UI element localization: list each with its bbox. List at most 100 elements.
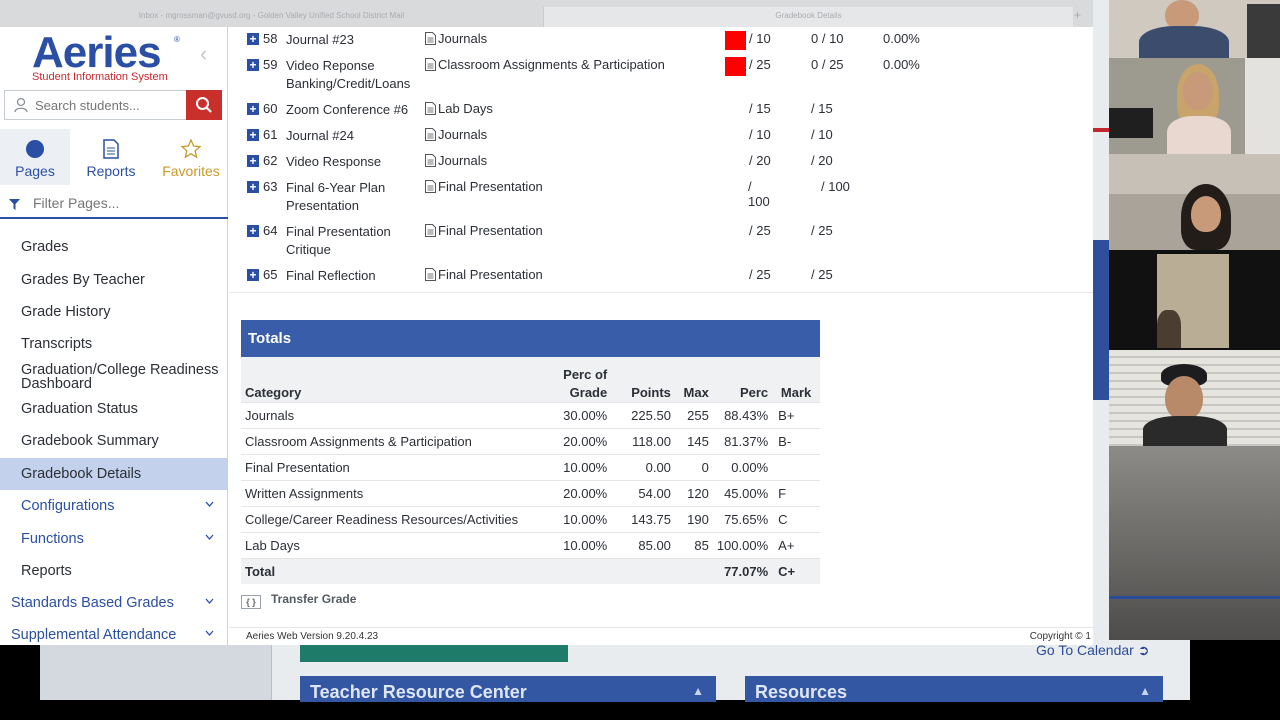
points-cell: 143.75: [611, 505, 675, 532]
tab-pages[interactable]: Pages: [0, 129, 70, 185]
sidebar-item-standards-based-grades[interactable]: Standards Based Grades: [0, 587, 228, 619]
browser-tab-bar: Inbox - mgrossman@gvusd.org - Golden Val…: [0, 0, 1093, 27]
sidebar-item-gradebook-summary[interactable]: Gradebook Summary: [21, 433, 159, 449]
sidebar-item-transcripts[interactable]: Transcripts: [21, 336, 93, 352]
expand-icon[interactable]: +: [247, 103, 259, 115]
aeries-logo[interactable]: Aeries ® Student Information System: [30, 29, 190, 85]
expand-icon[interactable]: +: [247, 181, 259, 193]
totals-total-row: Total 77.07% C+: [241, 557, 820, 584]
assignment-max: / 25: [749, 223, 771, 238]
totals-body: Journals 30.00% 225.50 255 88.43% B+ Classroom…: [241, 401, 820, 584]
background-green-bar: [300, 644, 568, 662]
mark-cell: F: [772, 479, 820, 506]
expand-icon[interactable]: +: [247, 59, 259, 71]
sidebar-item-graduation-status[interactable]: Graduation Status: [21, 401, 138, 417]
chevron-down-icon: [205, 630, 214, 636]
totals-row: College/Career Readiness Resources/Activ…: [241, 505, 820, 532]
assignment-max: / 10: [749, 127, 771, 142]
student-search: [4, 90, 186, 120]
perc-of-grade-cell: 10.00%: [553, 505, 612, 532]
filter-pages: [0, 189, 228, 219]
max-cell: 145: [674, 427, 713, 454]
totals-header-row: Category Perc of Grade Points Max Perc Ma…: [241, 357, 820, 402]
divider: [229, 292, 1093, 293]
assignment-score[interactable]: / 15: [811, 101, 833, 116]
assignment-score[interactable]: / 20: [811, 153, 833, 168]
tab-gradebook-details[interactable]: Gradebook Details: [543, 7, 1073, 27]
document-icon: [425, 268, 436, 281]
mark-cell: A+: [772, 531, 820, 558]
filter-pages-input[interactable]: [33, 193, 213, 213]
new-tab-icon[interactable]: +: [1074, 8, 1082, 22]
expand-icon[interactable]: +: [247, 225, 259, 237]
max-cell: 120: [674, 479, 713, 506]
col-mark: Mark: [772, 357, 820, 402]
expand-icon[interactable]: +: [247, 129, 259, 141]
totals-row: Final Presentation 10.00% 0.00 0 0.00%: [241, 453, 820, 480]
total-label: Total: [241, 557, 554, 584]
sidebar-item-supplemental-attendance[interactable]: Supplemental Attendance: [0, 619, 228, 645]
points-cell: 118.00: [611, 427, 675, 454]
sidebar-item-grades-by-teacher[interactable]: Grades By Teacher: [21, 272, 145, 288]
version-text: Aeries Web Version 9.20.4.23: [246, 631, 379, 642]
resources-panel[interactable]: Resources ▲: [745, 676, 1163, 702]
collapse-sidebar-icon[interactable]: ‹: [200, 41, 208, 66]
arrow-circle-icon: ➲: [1137, 642, 1150, 658]
assignment-score[interactable]: / 100: [821, 179, 850, 194]
assignment-category: Classroom Assignments & Participation: [425, 57, 665, 72]
participant-video-4: [1109, 250, 1280, 350]
assignment-category: Final Presentation: [425, 223, 543, 238]
chevron-down-icon: [205, 598, 214, 604]
search-icon: [196, 97, 212, 113]
assignment-name: Final 6-Year Plan Presentation: [286, 180, 386, 213]
points-cell: 225.50: [611, 401, 675, 428]
assignment-name: Zoom Conference #6: [286, 102, 409, 117]
background-edge-panel: [1093, 240, 1109, 400]
assignment-score[interactable]: / 25: [811, 267, 833, 282]
sidebar-item-grade-history[interactable]: Grade History: [21, 304, 111, 320]
assignment-number: 62: [263, 153, 278, 168]
transfer-grade-button[interactable]: { } Transfer Grade: [241, 592, 356, 609]
teacher-resource-center-panel[interactable]: Teacher Resource Center ▲: [300, 676, 716, 702]
sidebar-item-configurations[interactable]: Configurations: [0, 490, 228, 522]
assignment-name: Video Response: [286, 154, 382, 169]
assignment-score[interactable]: 0 / 25: [811, 57, 844, 72]
brackets-icon: { }: [241, 595, 261, 609]
tab-reports[interactable]: Reports: [76, 129, 146, 185]
assignment-category: Final Presentation: [425, 267, 543, 282]
expand-icon[interactable]: +: [247, 155, 259, 167]
mark-cell: [772, 453, 820, 480]
search-button[interactable]: [186, 90, 222, 120]
category-cell: Written Assignments: [241, 479, 554, 506]
document-icon: [425, 224, 436, 237]
assignment-max: / 25: [749, 57, 771, 72]
expand-icon[interactable]: +: [247, 269, 259, 281]
mark-cell: B-: [772, 427, 820, 454]
sidebar-item-grades[interactable]: Grades: [21, 239, 69, 255]
sidebar-item-graduation-college-readiness[interactable]: Graduation/College Readiness Dashboard: [21, 362, 219, 392]
sidebar-item-gradebook-details[interactable]: Gradebook Details: [0, 458, 228, 490]
document-icon: [103, 139, 119, 159]
totals-table: Category Perc of Grade Points Max Perc Ma…: [241, 357, 820, 584]
assignment-number: 65: [263, 267, 278, 282]
gradebook-content: +58 Journal #23 Journals/ 10 0 / 10 0.00% +59…: [229, 27, 1093, 645]
assignment-number: 61: [263, 127, 278, 142]
tab-mail[interactable]: Inbox - mgrossman@gvusd.org - Golden Val…: [0, 7, 543, 27]
max-cell: 190: [674, 505, 713, 532]
max-cell: 255: [674, 401, 713, 428]
assignment-score[interactable]: 0 / 10: [811, 31, 844, 46]
sidebar-item-reports[interactable]: Reports: [21, 563, 72, 579]
expand-icon[interactable]: +: [247, 33, 259, 45]
search-input[interactable]: [35, 95, 185, 115]
assignment-score[interactable]: / 25: [811, 223, 833, 238]
assignment-name: Final Reflection: [286, 268, 376, 283]
go-to-calendar-link[interactable]: Go To Calendar ➲: [1036, 642, 1150, 658]
assignment-score[interactable]: / 10: [811, 127, 833, 142]
perc-cell: 75.65%: [712, 505, 773, 532]
assignment-name: Video Reponse Banking/Credit/Loans: [286, 58, 411, 91]
document-icon: [425, 58, 436, 71]
tab-favorites[interactable]: Favorites: [156, 129, 226, 185]
registered-icon: ®: [174, 35, 180, 44]
sidebar-item-functions[interactable]: Functions: [0, 523, 228, 555]
